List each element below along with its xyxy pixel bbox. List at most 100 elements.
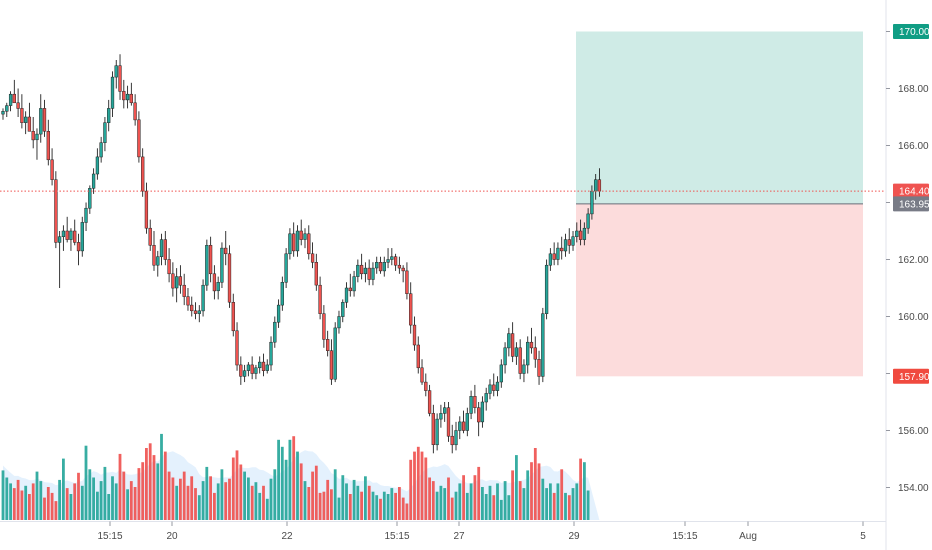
volume-bar bbox=[567, 495, 571, 520]
candle bbox=[20, 94, 24, 129]
time-axis[interactable]: 15:15 20 22 15:15 27 29 15:15 Aug 5 bbox=[0, 521, 886, 543]
candle-body-down bbox=[231, 302, 235, 332]
volume-bar bbox=[31, 483, 35, 520]
candle bbox=[499, 359, 503, 388]
candle bbox=[148, 219, 152, 251]
volume-bar bbox=[401, 497, 405, 520]
candle bbox=[246, 362, 251, 377]
candle-body-up bbox=[341, 302, 345, 317]
candle bbox=[156, 250, 160, 277]
volume-bar bbox=[571, 488, 575, 520]
candle bbox=[352, 270, 356, 297]
candle bbox=[69, 228, 73, 251]
candle bbox=[556, 242, 560, 266]
candle bbox=[427, 384, 432, 417]
candle bbox=[50, 148, 54, 186]
candle bbox=[265, 359, 269, 374]
price-axis[interactable]: 154.00156.00158.00160.00162.00164.00166.… bbox=[885, 0, 930, 550]
volume-bar bbox=[88, 469, 92, 520]
volume-bar bbox=[428, 477, 431, 520]
candle bbox=[307, 225, 311, 260]
candle-body-down bbox=[73, 230, 77, 243]
candle bbox=[80, 216, 84, 257]
candle-body-down bbox=[190, 304, 194, 312]
candle-body-up bbox=[125, 93, 130, 101]
volume-bar bbox=[549, 483, 552, 520]
volume-bar bbox=[382, 491, 386, 520]
candle-body-down bbox=[31, 131, 35, 141]
candle-body-up bbox=[439, 413, 443, 420]
volume-bar bbox=[583, 462, 586, 520]
candle bbox=[390, 248, 394, 266]
candle-body-down bbox=[578, 230, 583, 240]
volume-bar bbox=[552, 492, 556, 520]
candle bbox=[84, 202, 88, 231]
candle bbox=[141, 148, 145, 197]
candle-body-down bbox=[310, 253, 315, 263]
volume-bar bbox=[462, 475, 465, 520]
candle bbox=[371, 262, 375, 286]
volume-bar bbox=[390, 488, 394, 520]
volume-bar bbox=[533, 448, 537, 520]
candle-body-down bbox=[348, 287, 352, 292]
position-zones bbox=[576, 31, 863, 377]
candle bbox=[450, 424, 454, 454]
volume-bar bbox=[43, 497, 46, 520]
candle bbox=[492, 373, 496, 397]
volume-bar bbox=[20, 490, 24, 520]
entry-price-badge-bg bbox=[893, 196, 929, 212]
candle-body-up bbox=[159, 239, 164, 257]
candle-body-down bbox=[27, 116, 32, 132]
candle-body-down bbox=[427, 390, 432, 414]
candle bbox=[193, 302, 198, 320]
candle bbox=[484, 387, 488, 411]
candle-body-down bbox=[171, 273, 175, 289]
candle-body-up bbox=[175, 276, 179, 289]
candle-body-up bbox=[201, 284, 205, 312]
candle-body-up bbox=[526, 341, 530, 366]
volume-bar bbox=[526, 470, 530, 520]
candle-body-down bbox=[144, 190, 149, 229]
volume-bar bbox=[12, 488, 16, 520]
stop-price-badge-bg bbox=[893, 368, 929, 384]
volume-bar bbox=[420, 451, 424, 520]
candle-body-down bbox=[416, 344, 420, 369]
volume-bar bbox=[299, 463, 303, 520]
volume-bar bbox=[247, 477, 250, 520]
volume-bar bbox=[62, 458, 65, 520]
candle-body-down bbox=[54, 179, 58, 243]
volume-bar bbox=[122, 471, 126, 520]
candle-body-up bbox=[594, 179, 598, 192]
candle-body-up bbox=[5, 105, 9, 112]
volume-bar bbox=[398, 487, 401, 520]
candle bbox=[443, 402, 447, 422]
candle-body-down bbox=[393, 256, 398, 266]
candle bbox=[480, 396, 485, 428]
candle-body-down bbox=[537, 359, 541, 377]
candle-body-down bbox=[420, 367, 424, 383]
candle bbox=[250, 356, 254, 380]
candle-body-up bbox=[544, 264, 549, 314]
volume-bar bbox=[103, 466, 107, 520]
candle bbox=[91, 168, 96, 194]
candle bbox=[477, 402, 481, 437]
candle bbox=[416, 336, 420, 374]
volume-bar bbox=[73, 483, 77, 520]
volume-bar bbox=[280, 446, 284, 520]
candle bbox=[182, 273, 186, 306]
volume-bar bbox=[80, 485, 84, 520]
candle bbox=[8, 91, 13, 112]
candle bbox=[103, 117, 107, 152]
volume-bar bbox=[337, 497, 341, 520]
candle-body-up bbox=[514, 347, 519, 357]
volume-layer bbox=[1, 433, 600, 520]
volume-bar bbox=[24, 485, 28, 520]
volume-bar bbox=[386, 494, 390, 520]
candle bbox=[171, 262, 175, 297]
candle bbox=[299, 219, 303, 246]
volume-bar bbox=[284, 459, 288, 520]
volume-bar bbox=[114, 483, 118, 520]
candle bbox=[137, 111, 141, 163]
